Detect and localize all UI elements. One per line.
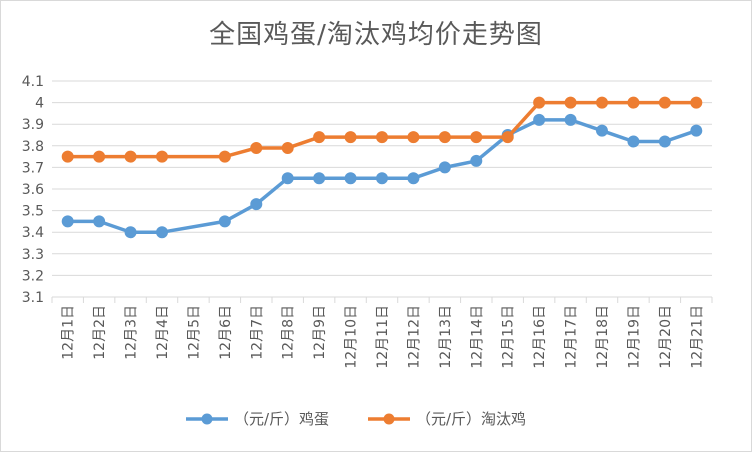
legend-item: （元/斤）鸡蛋 — [186, 410, 329, 428]
y-tick-label: 3.8 — [22, 139, 44, 155]
y-axis: 3.1 3.2 3.3 3.4 3.5 3.6 3.7 3.8 3.9 4 4.1 — [22, 74, 44, 306]
data-point — [596, 96, 608, 109]
data-point — [250, 198, 263, 211]
x-tick-label: 12月2日 — [92, 305, 108, 360]
legend-label: （元/斤）鸡蛋 — [234, 410, 329, 428]
y-tick-label: 3.3 — [22, 247, 44, 263]
data-point — [93, 215, 106, 228]
data-point — [501, 131, 514, 144]
legend: （元/斤）鸡蛋 （元/斤）淘汰鸡 — [186, 410, 526, 428]
y-tick-label: 3.2 — [22, 268, 44, 284]
y-tick-label: 3.9 — [22, 117, 44, 133]
data-point — [438, 131, 451, 144]
data-point — [470, 154, 483, 167]
data-point — [281, 141, 294, 154]
x-tick-label: 12月12日 — [406, 305, 422, 369]
data-point — [61, 215, 74, 228]
chart-title: 全国鸡蛋/淘汰鸡均价走势图 — [209, 20, 543, 50]
data-point — [313, 131, 326, 144]
x-tick-label: 12月16日 — [532, 305, 548, 369]
data-point — [470, 131, 483, 144]
y-tick-label: 4.1 — [22, 74, 44, 90]
x-tick-label: 12月11日 — [375, 305, 391, 369]
data-point — [627, 135, 640, 148]
x-tick-label: 12月7日 — [249, 305, 265, 360]
data-point — [250, 141, 263, 154]
x-tick-label: 12月1日 — [61, 305, 77, 360]
data-point — [564, 96, 577, 109]
data-point — [124, 226, 137, 239]
legend-label: （元/斤）淘汰鸡 — [416, 410, 526, 428]
x-tick-label: 12月8日 — [281, 305, 297, 360]
data-point — [658, 135, 671, 148]
series-2 — [61, 96, 703, 163]
data-point — [658, 96, 671, 109]
data-point — [407, 131, 420, 144]
data-point — [533, 113, 546, 126]
x-tick-label: 12月13日 — [438, 305, 454, 369]
data-point — [564, 113, 577, 126]
data-point — [218, 150, 231, 163]
data-point — [124, 150, 137, 163]
y-tick-label: 3.5 — [22, 204, 44, 220]
data-point — [218, 215, 231, 228]
data-point — [156, 150, 168, 163]
x-tick-label: 12月10日 — [344, 305, 360, 369]
data-point — [313, 172, 326, 185]
x-tick-label: 12月15日 — [501, 305, 517, 369]
data-point — [596, 124, 608, 137]
data-point — [61, 150, 74, 163]
x-tick-label: 12月4日 — [155, 305, 171, 360]
x-tick-label: 12月6日 — [218, 305, 234, 360]
legend-marker — [383, 413, 395, 425]
data-point — [533, 96, 546, 109]
data-point — [690, 96, 703, 109]
y-tick-label: 4 — [35, 96, 44, 112]
data-point — [281, 172, 294, 185]
x-tick-label: 12月3日 — [124, 305, 140, 360]
data-point — [438, 161, 451, 174]
data-point — [93, 150, 106, 163]
series-1 — [61, 113, 703, 239]
legend-item: （元/斤）淘汰鸡 — [368, 410, 526, 428]
x-tick-label: 12月18日 — [595, 305, 611, 369]
data-point — [627, 96, 640, 109]
data-point — [690, 124, 703, 137]
y-tick-label: 3.1 — [22, 290, 44, 306]
x-tick-label: 12月20日 — [658, 305, 674, 369]
data-point — [376, 172, 388, 185]
series-layer — [61, 96, 703, 239]
x-tick-label: 12月17日 — [564, 305, 580, 369]
legend-marker — [201, 413, 213, 425]
y-tick-label: 3.7 — [22, 160, 44, 176]
y-tick-label: 3.4 — [22, 225, 44, 241]
data-point — [407, 172, 420, 185]
data-point — [156, 226, 168, 239]
x-tick-label: 12月21日 — [689, 305, 705, 369]
y-tick-label: 3.6 — [22, 182, 44, 198]
data-point — [344, 131, 357, 144]
x-axis: 12月1日 12月2日 12月3日 12月4日 12月5日 12月6日 12月7日 12月8日… — [51, 297, 713, 369]
gridlines — [52, 80, 712, 298]
x-tick-label: 12月5日 — [186, 305, 202, 360]
x-tick-label: 12月14日 — [469, 305, 485, 369]
x-tick-label: 12月9日 — [312, 305, 328, 360]
data-point — [344, 172, 357, 185]
data-point — [376, 131, 388, 144]
x-tick-label: 12月19日 — [626, 305, 642, 369]
